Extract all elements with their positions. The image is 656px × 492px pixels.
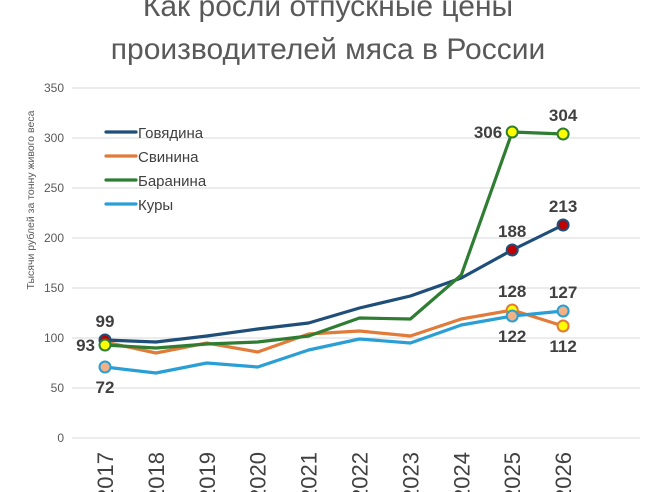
chart-title-line-1: Как росли отпускные цены — [143, 0, 513, 23]
data-point-marker — [556, 218, 570, 232]
x-tick-label: 2022 — [348, 452, 373, 492]
data-point-marker — [98, 338, 112, 352]
data-label: 304 — [549, 106, 578, 125]
y-axis-ticks: 0 50 100 150 200 250 300 350 — [44, 81, 64, 445]
series-line-2 — [103, 130, 565, 350]
legend-label-3: Куры — [138, 197, 173, 214]
x-tick-label: 2026 — [551, 452, 576, 492]
x-tick-label: 2023 — [398, 452, 423, 492]
data-label: 128 — [498, 282, 526, 301]
chart-title-line-2: производителей мяса в России — [111, 33, 545, 66]
data-point-marker — [556, 319, 570, 333]
x-tick-label: 2021 — [297, 452, 322, 492]
y-tick-label: 50 — [51, 381, 65, 395]
legend-label-0: Говядина — [138, 125, 204, 142]
data-label: 127 — [549, 283, 577, 302]
y-tick-label: 100 — [44, 331, 64, 345]
data-point-marker — [98, 360, 112, 374]
legend-label-2: Баранина — [138, 173, 207, 190]
x-tick-label: 2025 — [500, 452, 525, 492]
x-tick-label: 2024 — [449, 452, 474, 492]
data-point-marker — [556, 304, 570, 318]
data-label: 72 — [96, 378, 115, 397]
data-label: 93 — [76, 336, 95, 355]
series-line-0 — [103, 223, 565, 344]
y-tick-label: 300 — [44, 131, 64, 145]
data-label: 99 — [96, 312, 115, 331]
data-point-marker — [505, 243, 519, 257]
data-label: 188 — [498, 222, 526, 241]
series-lines — [103, 130, 565, 375]
data-label: 213 — [549, 197, 577, 216]
data-point-marker — [556, 127, 570, 141]
series-line-1 — [103, 308, 565, 355]
legend-label-1: Свинина — [138, 149, 199, 166]
data-label: 112 — [549, 337, 576, 356]
x-tick-label: 2018 — [144, 452, 169, 492]
y-tick-label: 250 — [44, 181, 64, 195]
data-markers — [98, 125, 570, 374]
legend: Говядина Свинина Баранина Куры — [104, 125, 207, 214]
gridlines — [72, 87, 640, 439]
data-label: 122 — [498, 327, 526, 346]
data-point-marker — [505, 125, 519, 139]
x-tick-label: 2017 — [93, 452, 118, 492]
data-point-marker — [505, 309, 519, 323]
y-tick-label: 200 — [44, 231, 64, 245]
x-axis-ticks: 2017 2018 2019 2020 2021 2022 2023 2024 2025 2026 — [93, 452, 576, 492]
x-tick-label: 2019 — [195, 452, 220, 492]
y-tick-label: 150 — [44, 281, 64, 295]
series-line-3 — [103, 309, 565, 375]
x-tick-label: 2020 — [246, 452, 271, 492]
y-tick-label: 350 — [44, 81, 64, 95]
y-axis-label: Тысячи рублей за тонну живого веса — [25, 110, 37, 289]
data-label: 306 — [474, 123, 502, 142]
y-tick-label: 0 — [57, 431, 64, 445]
